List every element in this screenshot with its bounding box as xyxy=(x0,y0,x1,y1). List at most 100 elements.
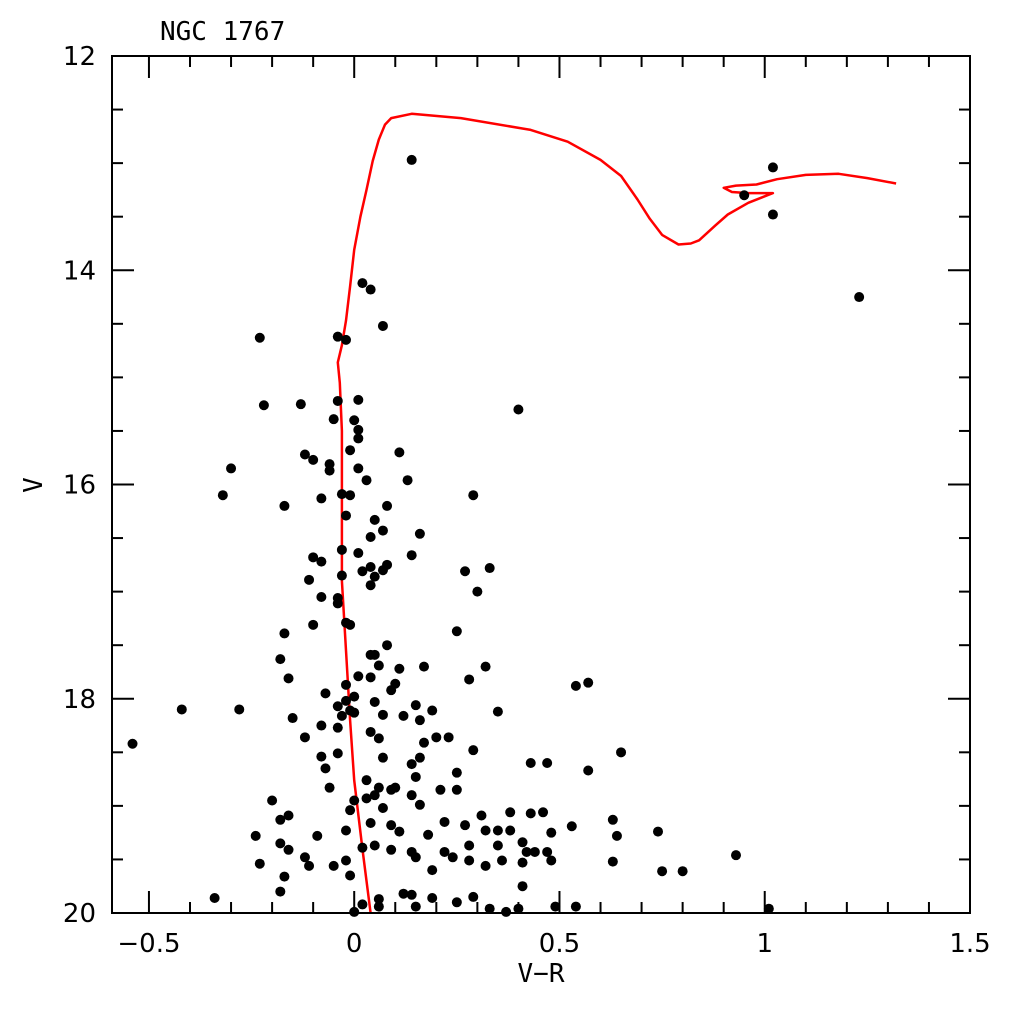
star-point xyxy=(353,671,364,682)
star-point xyxy=(369,790,380,801)
x-tick-label: 0 xyxy=(346,929,363,959)
star-point xyxy=(542,758,553,769)
star-point xyxy=(299,732,310,743)
star-point xyxy=(505,807,516,818)
star-point xyxy=(480,860,491,871)
star-point xyxy=(361,793,372,804)
star-point xyxy=(283,810,294,821)
star-point xyxy=(377,803,388,814)
star-point xyxy=(451,767,462,778)
axis-ticks xyxy=(112,55,971,914)
star-point xyxy=(377,752,388,763)
star-point xyxy=(529,846,540,857)
star-point xyxy=(394,826,405,837)
star-point xyxy=(484,903,495,914)
star-point xyxy=(653,826,663,837)
star-point xyxy=(250,830,261,841)
star-point xyxy=(464,855,475,866)
star-point xyxy=(287,713,298,724)
star-point xyxy=(377,709,388,720)
star-point xyxy=(373,894,384,905)
star-point xyxy=(538,807,549,818)
star-point xyxy=(328,414,339,425)
star-point xyxy=(377,565,388,576)
star-point xyxy=(398,888,409,899)
star-point xyxy=(763,903,774,914)
star-point xyxy=(316,751,327,762)
star-point xyxy=(254,332,265,343)
star-point xyxy=(365,561,376,572)
star-point xyxy=(275,814,286,825)
star-point xyxy=(517,837,528,848)
star-point xyxy=(767,162,778,173)
star-point xyxy=(353,394,364,405)
star-point xyxy=(295,399,306,410)
star-point xyxy=(369,571,380,582)
star-point xyxy=(316,556,327,567)
star-point xyxy=(279,628,290,639)
star-point xyxy=(402,475,413,486)
star-point xyxy=(283,844,294,855)
star-point xyxy=(767,209,778,220)
star-point xyxy=(464,840,475,851)
star-point xyxy=(492,840,503,851)
star-point xyxy=(468,490,479,501)
star-point xyxy=(345,870,356,881)
star-point xyxy=(410,771,421,782)
star-point xyxy=(373,660,384,671)
star-point xyxy=(357,842,368,853)
star-point xyxy=(464,674,475,685)
x-tick-label: 1 xyxy=(756,929,773,959)
star-point xyxy=(332,598,343,609)
star-point xyxy=(127,738,138,749)
star-point xyxy=(279,500,290,511)
star-point xyxy=(423,829,434,840)
star-point xyxy=(324,465,335,476)
star-point xyxy=(349,795,360,806)
star-point xyxy=(854,292,865,303)
star-point xyxy=(308,552,319,563)
star-point xyxy=(349,415,360,426)
star-point xyxy=(369,514,380,525)
star-point xyxy=(341,334,351,345)
star-point xyxy=(299,449,310,460)
star-point xyxy=(283,673,294,684)
star-point xyxy=(316,493,327,504)
star-point xyxy=(275,886,286,897)
star-point xyxy=(468,891,479,902)
star-point xyxy=(492,825,503,836)
y-axis-title: V xyxy=(19,477,49,493)
star-point xyxy=(472,586,483,597)
star-point xyxy=(357,899,368,910)
star-point xyxy=(312,830,323,841)
star-point xyxy=(353,548,364,559)
star-point xyxy=(341,855,351,866)
star-point xyxy=(382,500,393,511)
star-point xyxy=(492,706,503,717)
star-point xyxy=(410,700,421,711)
star-point xyxy=(332,331,343,342)
star-point xyxy=(427,705,438,716)
x-tick-label: 1.5 xyxy=(949,929,990,959)
star-point xyxy=(373,782,384,793)
star-point xyxy=(611,830,622,841)
star-point xyxy=(583,677,594,688)
star-point xyxy=(369,649,380,660)
star-point xyxy=(431,732,442,743)
star-point xyxy=(345,445,356,456)
star-point xyxy=(332,395,343,406)
star-point xyxy=(226,463,237,474)
star-point xyxy=(468,745,479,756)
star-point xyxy=(394,447,405,458)
x-tick-label: −0.5 xyxy=(117,929,180,959)
star-point xyxy=(176,704,187,715)
star-point xyxy=(443,732,454,743)
star-point xyxy=(398,710,409,721)
star-point xyxy=(365,284,376,295)
star-point xyxy=(209,893,220,904)
plot-frame xyxy=(111,55,971,914)
star-point xyxy=(357,566,368,577)
star-point xyxy=(607,814,618,825)
star-point xyxy=(517,857,528,868)
star-point xyxy=(414,715,425,726)
